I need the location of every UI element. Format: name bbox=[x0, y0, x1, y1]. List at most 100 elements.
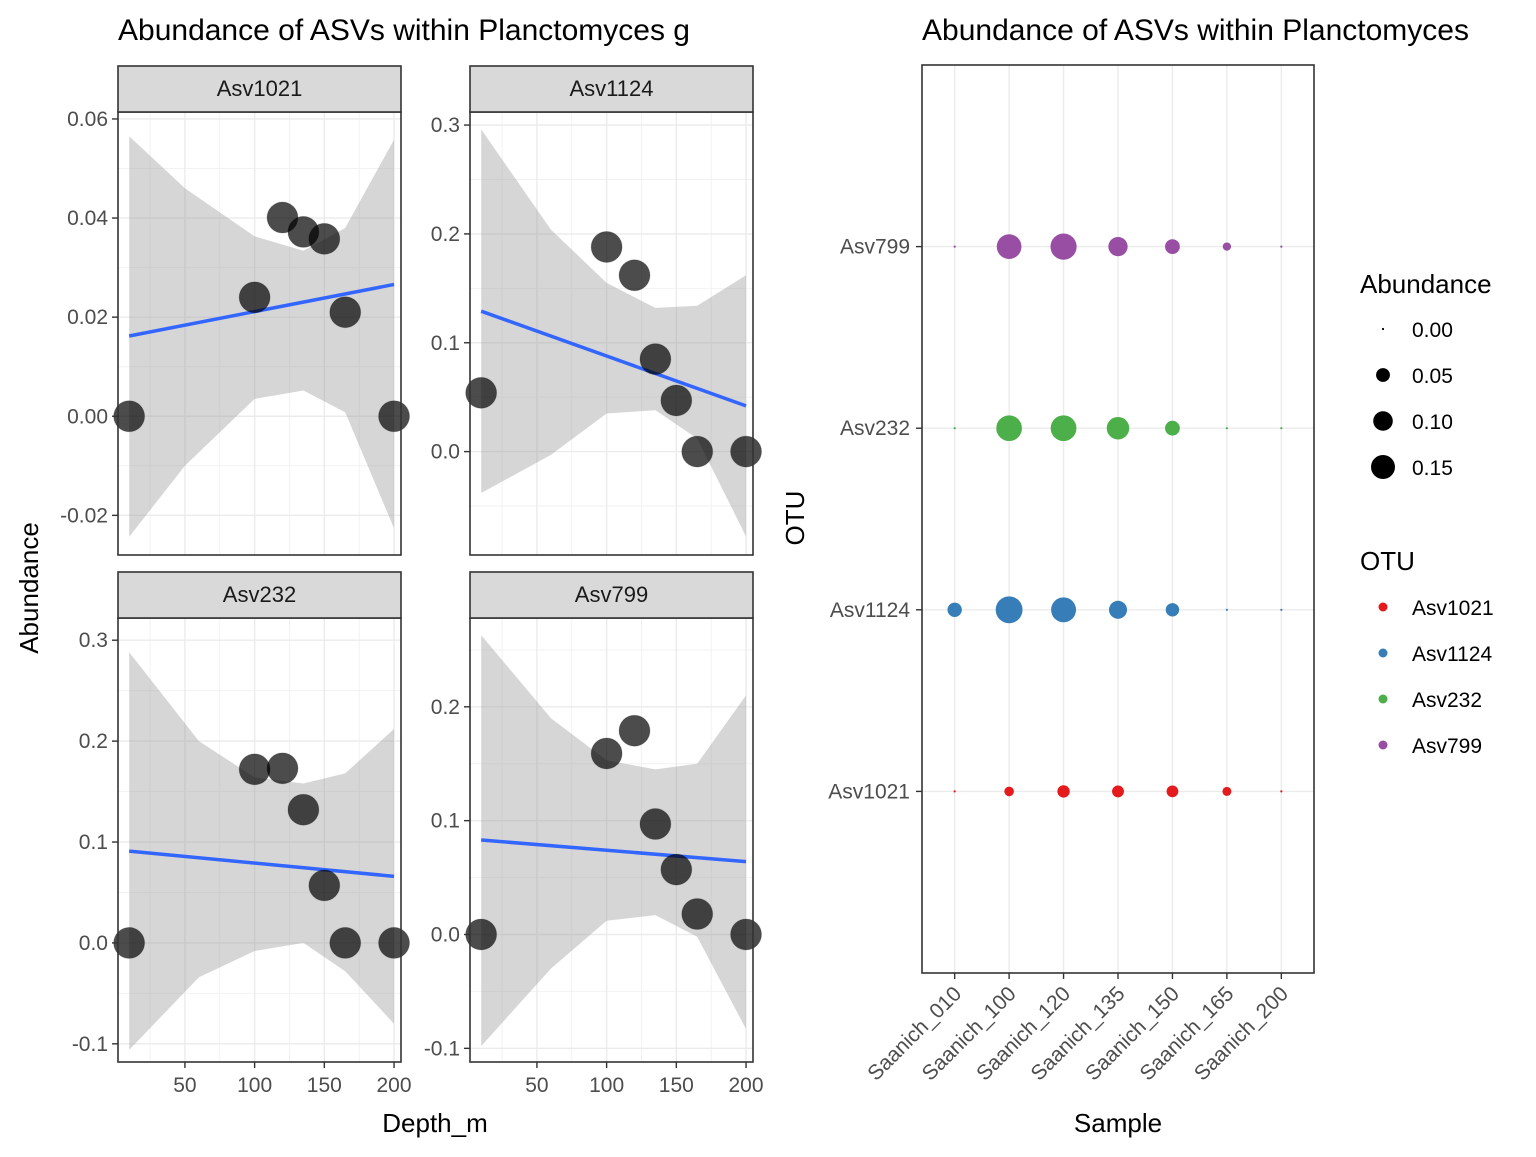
y-tick-label: 0.1 bbox=[431, 810, 460, 833]
data-point bbox=[730, 435, 763, 468]
bubble-point bbox=[1166, 785, 1179, 798]
regression-line bbox=[480, 309, 747, 408]
y-tick-label: 0.02 bbox=[67, 306, 108, 329]
bubble-point bbox=[1050, 415, 1077, 442]
right-chart-title: Abundance of ASVs within Planctomyces bbox=[922, 14, 1469, 47]
bubble-series-Asv232 bbox=[953, 415, 1283, 442]
data-point bbox=[378, 400, 411, 433]
bubble-point bbox=[1165, 603, 1180, 617]
bubble-point bbox=[1280, 427, 1283, 430]
bubble-point bbox=[1165, 239, 1180, 254]
y-tick-label: 0.1 bbox=[79, 831, 108, 854]
color-legend-label: Asv799 bbox=[1412, 735, 1482, 758]
confidence-band bbox=[481, 635, 746, 1047]
y-tick-label: 0.2 bbox=[431, 696, 460, 719]
bubble-series-Asv799 bbox=[953, 233, 1283, 260]
size-legend-key bbox=[1376, 368, 1390, 382]
bubble-point bbox=[953, 790, 956, 793]
data-point bbox=[329, 926, 362, 959]
y-tick-label: 0.0 bbox=[431, 441, 460, 464]
y-tick-label: Asv799 bbox=[840, 236, 910, 259]
data-point bbox=[590, 737, 623, 770]
data-point bbox=[681, 898, 714, 930]
x-tick-label: 200 bbox=[377, 1074, 412, 1097]
bubble-point bbox=[1108, 236, 1128, 257]
y-tick-label: 0.04 bbox=[67, 207, 108, 230]
data-point bbox=[329, 296, 362, 329]
y-tick-label: 0.2 bbox=[79, 730, 108, 753]
color-legend-key bbox=[1378, 648, 1388, 658]
data-point bbox=[730, 918, 763, 951]
bubble-point bbox=[1280, 245, 1283, 248]
bubble-point bbox=[995, 596, 1023, 624]
y-tick-label: Asv1021 bbox=[828, 780, 910, 803]
data-point bbox=[266, 752, 299, 785]
y-tick-label: 0.1 bbox=[431, 332, 460, 355]
bubble-point bbox=[1108, 600, 1128, 619]
size-legend-label: 0.10 bbox=[1412, 411, 1453, 434]
regression-line bbox=[128, 849, 395, 879]
facet-strip bbox=[469, 571, 754, 619]
color-legend-key bbox=[1378, 740, 1388, 750]
data-point bbox=[308, 869, 341, 902]
bubble-point bbox=[947, 602, 962, 617]
data-point bbox=[287, 793, 320, 826]
y-tick-label: 0.2 bbox=[431, 223, 460, 246]
data-point bbox=[660, 384, 693, 417]
facet-strip-label: Asv1021 bbox=[217, 76, 303, 101]
facet-panel-Asv1124: Asv1124 0.0 0.1 0.2 0.3 bbox=[431, 65, 763, 556]
bubble-point bbox=[1280, 790, 1283, 793]
bubble-point bbox=[996, 415, 1022, 442]
bubble-point bbox=[1106, 416, 1130, 440]
color-legend-label: Asv232 bbox=[1412, 689, 1482, 712]
bubble-point bbox=[1280, 608, 1283, 611]
regression-line bbox=[481, 838, 747, 864]
y-tick-label: 0.3 bbox=[431, 114, 460, 137]
left-chart-title: Abundance of ASVs within Planctomyces g bbox=[118, 14, 690, 47]
facet-panel-Asv232: Asv232 -0.1 0.0 0.1 0.2 0.3 50 100 150 200 bbox=[72, 571, 412, 1097]
x-tick-label: 150 bbox=[307, 1074, 342, 1097]
size-legend-label: 0.15 bbox=[1412, 457, 1453, 480]
bubble-point bbox=[1225, 608, 1228, 611]
bubble-point bbox=[953, 427, 956, 430]
data-point bbox=[238, 281, 271, 314]
color-legend: OTU Asv1021 Asv1124 Asv232 Asv799 bbox=[1360, 546, 1494, 758]
panel-background bbox=[470, 112, 753, 555]
x-tick-label: 50 bbox=[525, 1074, 548, 1097]
data-point bbox=[660, 853, 693, 886]
x-tick-label: 100 bbox=[589, 1074, 624, 1097]
confidence-band bbox=[481, 129, 746, 537]
facet-strip bbox=[117, 571, 402, 619]
right-y-axis-label: OTU bbox=[780, 491, 810, 546]
x-tick-label: 50 bbox=[173, 1074, 196, 1097]
data-point bbox=[238, 753, 271, 786]
y-tick-label: 0.0 bbox=[79, 932, 108, 955]
bubble-plot: Asv1021Asv1124Asv232Asv799Saanich_010Saa… bbox=[828, 64, 1315, 1085]
data-point bbox=[681, 435, 714, 468]
size-legend-title: Abundance bbox=[1360, 269, 1492, 299]
x-tick-label: 150 bbox=[659, 1074, 694, 1097]
size-legend: Abundance 0.00 0.05 0.10 0.15 bbox=[1360, 269, 1492, 480]
facet-strip-label: Asv799 bbox=[575, 582, 648, 607]
size-legend-key bbox=[1381, 327, 1385, 331]
y-tick-label: Asv232 bbox=[840, 417, 910, 440]
bubble-point bbox=[1057, 785, 1070, 798]
panel-background bbox=[118, 112, 401, 555]
data-point bbox=[465, 376, 498, 409]
y-tick-label: Asv1124 bbox=[830, 599, 910, 622]
facet-strip bbox=[117, 65, 402, 113]
bubble-point bbox=[996, 234, 1022, 259]
y-tick-label: -0.1 bbox=[424, 1037, 460, 1060]
bubble-point bbox=[1050, 233, 1077, 260]
data-point bbox=[590, 230, 623, 263]
bubble-point bbox=[1165, 420, 1180, 436]
color-legend-label: Asv1021 bbox=[1412, 597, 1494, 620]
bubble-point bbox=[1004, 786, 1014, 797]
data-point bbox=[618, 259, 651, 292]
bubble-point bbox=[1222, 242, 1232, 251]
panel-background bbox=[470, 618, 753, 1062]
data-point bbox=[639, 343, 672, 376]
bubble-point bbox=[1225, 427, 1228, 430]
